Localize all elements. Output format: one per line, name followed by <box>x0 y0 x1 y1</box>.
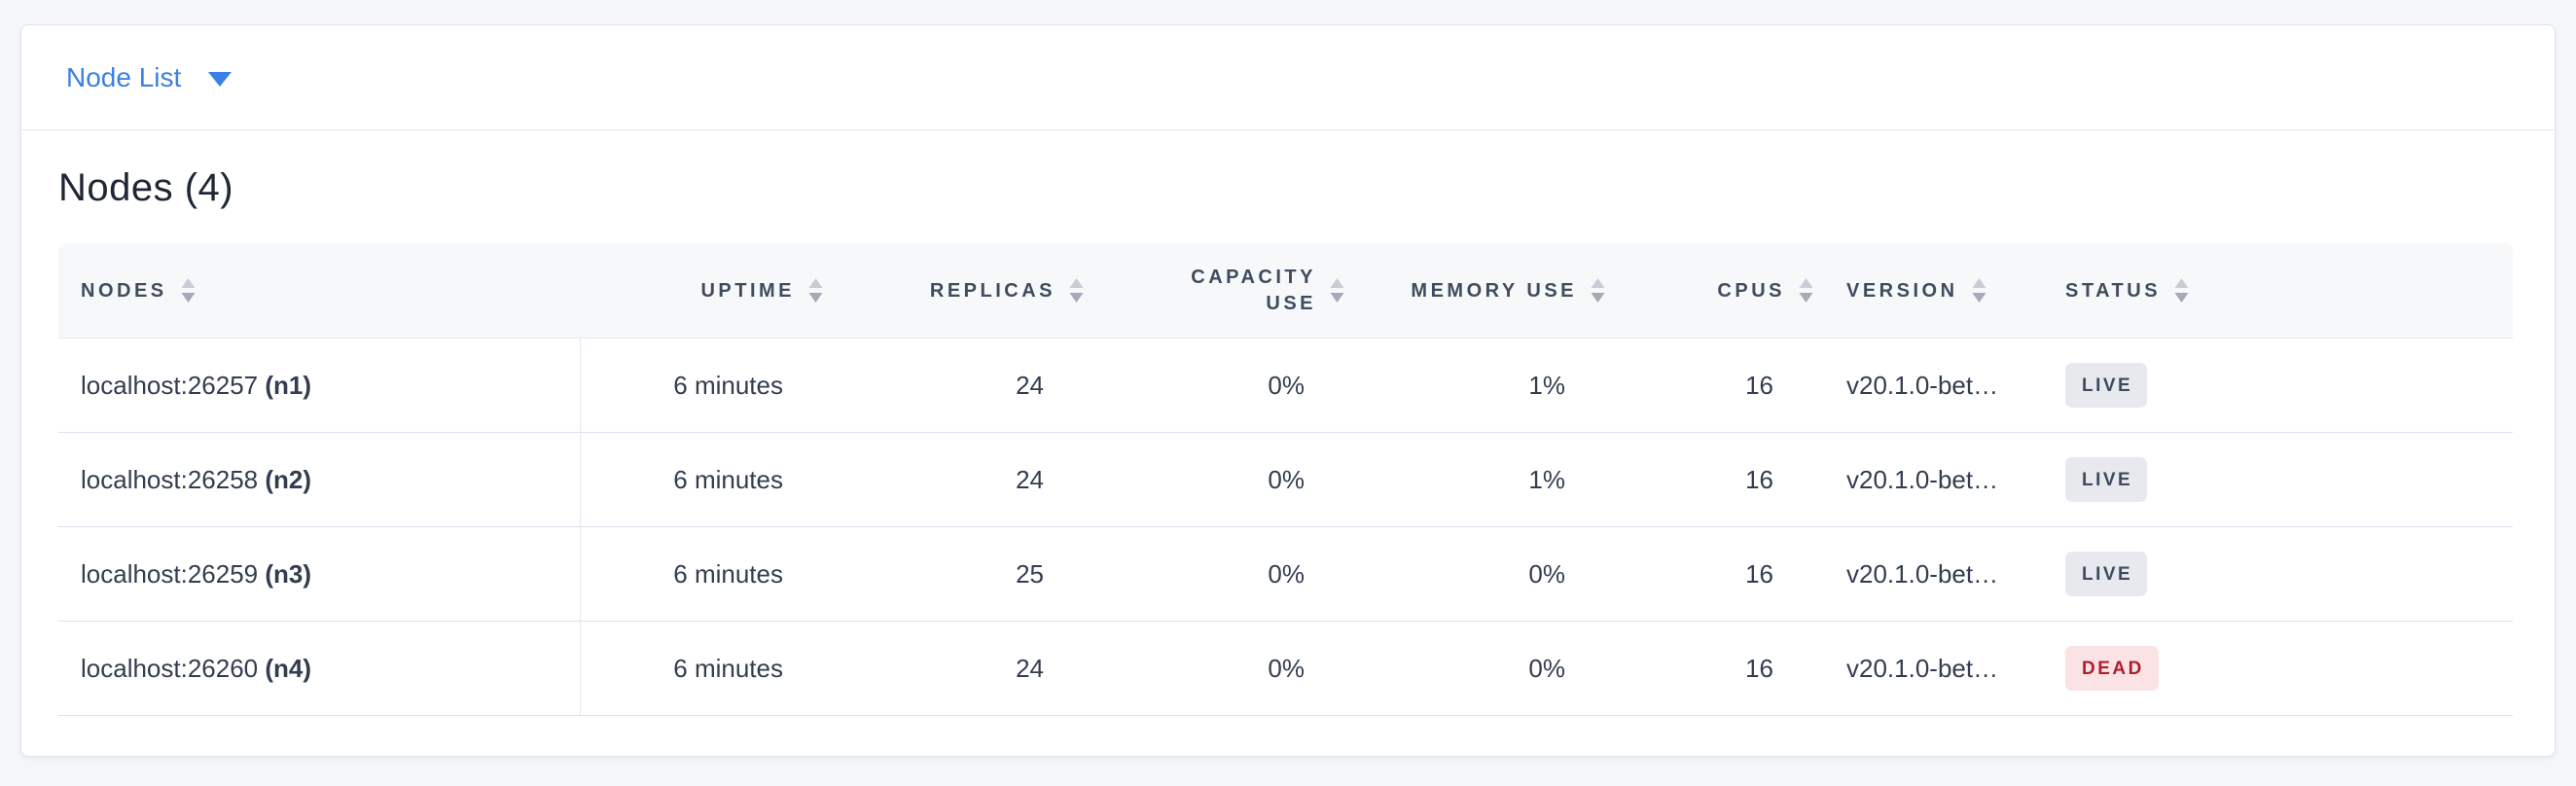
sort-arrows-icon[interactable] <box>1590 277 1606 304</box>
sort-arrows-icon[interactable] <box>2173 277 2190 304</box>
node-name-cell: localhost:26258 (n2) <box>58 433 581 527</box>
column-header-status[interactable]: STATUS <box>2043 243 2513 339</box>
node-host-link[interactable]: localhost:26259 <box>81 558 259 589</box>
view-selector-bar: Node List <box>21 25 2555 130</box>
cpus-cell: 16 <box>1614 339 1822 433</box>
column-header-label: STATUS <box>2065 279 2162 302</box>
sort-arrows-icon[interactable] <box>807 277 824 304</box>
node-name-cell: localhost:26257 (n1) <box>58 339 581 433</box>
caret-down-icon <box>208 71 233 87</box>
node-id: (n4) <box>265 653 312 683</box>
version-cell: v20.1.0-bet… <box>1822 433 2043 527</box>
table-row[interactable]: localhost:26260 (n4) 6 minutes 24 0% 0% … <box>58 622 2513 716</box>
table-row[interactable]: localhost:26259 (n3) 6 minutes 25 0% 0% … <box>58 527 2513 622</box>
column-header-label: CAPACITY USE <box>1191 266 1316 314</box>
cpus-cell: 16 <box>1614 622 1822 716</box>
view-selector-label: Node List <box>66 61 182 92</box>
status-badge: DEAD <box>2065 646 2159 691</box>
uptime-cell: 6 minutes <box>581 433 832 527</box>
table-header-row: NODES UPTIME REPLICAS <box>58 243 2513 339</box>
node-host-link[interactable]: localhost:26260 <box>81 653 259 683</box>
nodes-table: NODES UPTIME REPLICAS <box>58 243 2513 716</box>
uptime-cell: 6 minutes <box>581 527 832 622</box>
replicas-cell: 24 <box>832 622 1092 716</box>
node-id: (n3) <box>265 558 312 589</box>
cpus-cell: 16 <box>1614 433 1822 527</box>
node-name-cell: localhost:26259 (n3) <box>58 527 581 622</box>
node-host-link[interactable]: localhost:26257 <box>81 370 259 400</box>
replicas-cell: 24 <box>832 433 1092 527</box>
node-host-link[interactable]: localhost:26258 <box>81 464 259 494</box>
status-badge: LIVE <box>2065 363 2148 408</box>
column-header-label: REPLICAS <box>929 279 1055 302</box>
column-header-version[interactable]: VERSION <box>1822 243 2043 339</box>
node-id: (n1) <box>265 370 312 400</box>
uptime-cell: 6 minutes <box>581 622 832 716</box>
version-cell: v20.1.0-bet… <box>1822 339 2043 433</box>
status-cell: LIVE <box>2043 339 2513 433</box>
status-badge: LIVE <box>2065 552 2148 596</box>
status-cell: DEAD <box>2043 622 2513 716</box>
memory-use-cell: 0% <box>1353 527 1614 622</box>
version-cell: v20.1.0-bet… <box>1822 527 2043 622</box>
replicas-cell: 25 <box>832 527 1092 622</box>
column-header-label: MEMORY USE <box>1411 279 1577 302</box>
capacity-use-cell: 0% <box>1092 339 1353 433</box>
sort-arrows-icon[interactable] <box>1971 277 1987 304</box>
column-header-label: NODES <box>81 279 167 302</box>
memory-use-cell: 0% <box>1353 622 1614 716</box>
memory-use-cell: 1% <box>1353 339 1614 433</box>
column-header-capacity-use[interactable]: CAPACITY USE <box>1092 243 1353 339</box>
sort-arrows-icon[interactable] <box>1798 277 1814 304</box>
column-header-cpus[interactable]: CPUS <box>1614 243 1822 339</box>
replicas-cell: 24 <box>832 339 1092 433</box>
page-title: Nodes (4) <box>58 166 234 209</box>
memory-use-cell: 1% <box>1353 433 1614 527</box>
node-name-cell: localhost:26260 (n4) <box>58 622 581 716</box>
column-header-nodes[interactable]: NODES <box>58 243 581 339</box>
nodes-section: Nodes (4) NODES <box>21 130 2555 755</box>
column-header-uptime[interactable]: UPTIME <box>581 243 832 339</box>
sort-arrows-icon[interactable] <box>180 277 197 304</box>
sort-arrows-icon[interactable] <box>1329 277 1345 304</box>
column-header-memory-use[interactable]: MEMORY USE <box>1353 243 1614 339</box>
column-header-replicas[interactable]: REPLICAS <box>832 243 1092 339</box>
status-cell: LIVE <box>2043 433 2513 527</box>
capacity-use-cell: 0% <box>1092 433 1353 527</box>
version-cell: v20.1.0-bet… <box>1822 622 2043 716</box>
table-row[interactable]: localhost:26257 (n1) 6 minutes 24 0% 1% … <box>58 339 2513 433</box>
column-header-label: CPUS <box>1717 279 1785 302</box>
column-header-label: VERSION <box>1846 279 1958 302</box>
view-selector-dropdown[interactable]: Node List <box>66 61 233 93</box>
uptime-cell: 6 minutes <box>581 339 832 433</box>
status-cell: LIVE <box>2043 527 2513 622</box>
capacity-use-cell: 0% <box>1092 527 1353 622</box>
capacity-use-cell: 0% <box>1092 622 1353 716</box>
node-id: (n2) <box>265 464 312 494</box>
column-header-label: UPTIME <box>700 279 795 302</box>
cpus-cell: 16 <box>1614 527 1822 622</box>
node-list-card: Node List Nodes (4) NODES <box>20 24 2556 757</box>
status-badge: LIVE <box>2065 457 2148 502</box>
sort-arrows-icon[interactable] <box>1068 277 1085 304</box>
table-row[interactable]: localhost:26258 (n2) 6 minutes 24 0% 1% … <box>58 433 2513 527</box>
